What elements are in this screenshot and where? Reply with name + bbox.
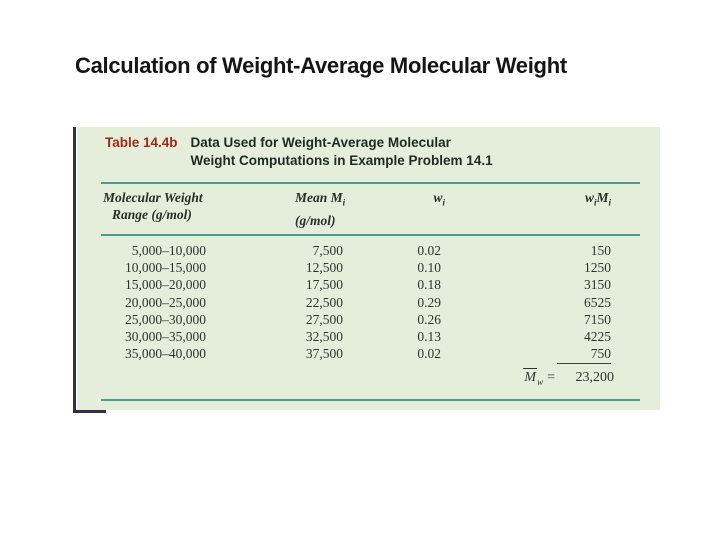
cell-mean: 12,500 [305,259,343,275]
cell-wi: 0.29 [417,294,441,310]
table-caption-line1: Data Used for Weight-Average Molecular [190,135,451,150]
cell-mean: 37,500 [305,346,343,362]
table-rule-top [101,182,640,184]
table-caption: Table 14.4b Data Used for Weight-Average… [105,134,640,170]
mw-bar-symbol: Mw [523,367,544,387]
corner-accent-vertical [73,127,76,413]
slide-title: Calculation of Weight-Average Molecular … [75,53,567,78]
cell-wimi: 7150 [584,311,611,327]
cell-wimi: 6525 [584,294,611,310]
mw-result-value: 23,200 [575,369,615,385]
column-header-wi: wi [433,190,445,208]
column-header-mean-mi: Mean Mi (g/mol) [295,190,346,228]
table-body: 5,000–10,000 7,500 0.02 150 10,000–15,00… [101,236,640,364]
table-rule-bottom [101,398,640,401]
cell-range: 25,000–30,000 [125,311,206,327]
cell-wi: 0.02 [417,346,441,362]
column-header-molecular-weight-range: Molecular Weight Range (g/mol) [103,190,203,222]
cell-wi: 0.10 [417,259,441,275]
cell-wi: 0.18 [417,277,441,293]
cell-wimi: 3150 [584,277,611,293]
cell-mean: 22,500 [305,294,343,310]
cell-range: 15,000–20,000 [125,277,206,293]
weight-average-result-row: Mw = 23,200 [101,367,640,392]
cell-mean: 17,500 [305,277,343,293]
table-inner: Table 14.4b Data Used for Weight-Average… [77,127,660,401]
table-rule-header [101,233,640,236]
cell-wimi: 1250 [584,259,611,275]
column-header-wimi: wiMi [584,190,611,208]
equals-sign: = [547,369,555,385]
corner-accent-foot [73,410,106,413]
cell-mean: 32,500 [305,329,343,345]
table-caption-text: Data Used for Weight-Average Molecular W… [191,134,493,170]
table-header-row: Molecular Weight Range (g/mol) Mean Mi (… [101,184,640,234]
cell-range: 30,000–35,000 [125,329,206,345]
cell-wimi: 750 [471,345,637,364]
cell-wi: 0.02 [417,242,441,258]
table-caption-line2: Weight Computations in Example Problem 1… [190,153,493,168]
cell-range: 5,000–10,000 [131,242,206,258]
cell-wimi: 150 [590,242,611,258]
cell-wi: 0.13 [417,329,441,345]
cell-range: 35,000–40,000 [125,346,206,362]
cell-wimi-sum-underline: 750 [557,345,611,364]
cell-wimi: 4225 [584,329,611,345]
cell-range: 10,000–15,000 [125,259,206,275]
cell-range: 20,000–25,000 [125,294,206,310]
table-panel: Table 14.4b Data Used for Weight-Average… [77,127,660,410]
cell-mean: 7,500 [312,242,343,258]
cell-mean: 27,500 [305,311,343,327]
cell-wi: 0.26 [417,311,441,327]
table-label: Table 14.4b [105,135,178,150]
